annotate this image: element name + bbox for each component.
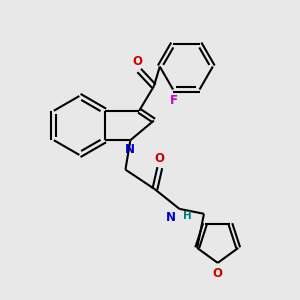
Text: O: O: [132, 55, 142, 68]
Text: O: O: [155, 152, 165, 165]
Text: H: H: [183, 211, 192, 221]
Text: N: N: [125, 143, 135, 156]
Text: N: N: [166, 211, 176, 224]
Text: F: F: [170, 94, 178, 107]
Text: O: O: [213, 267, 223, 280]
